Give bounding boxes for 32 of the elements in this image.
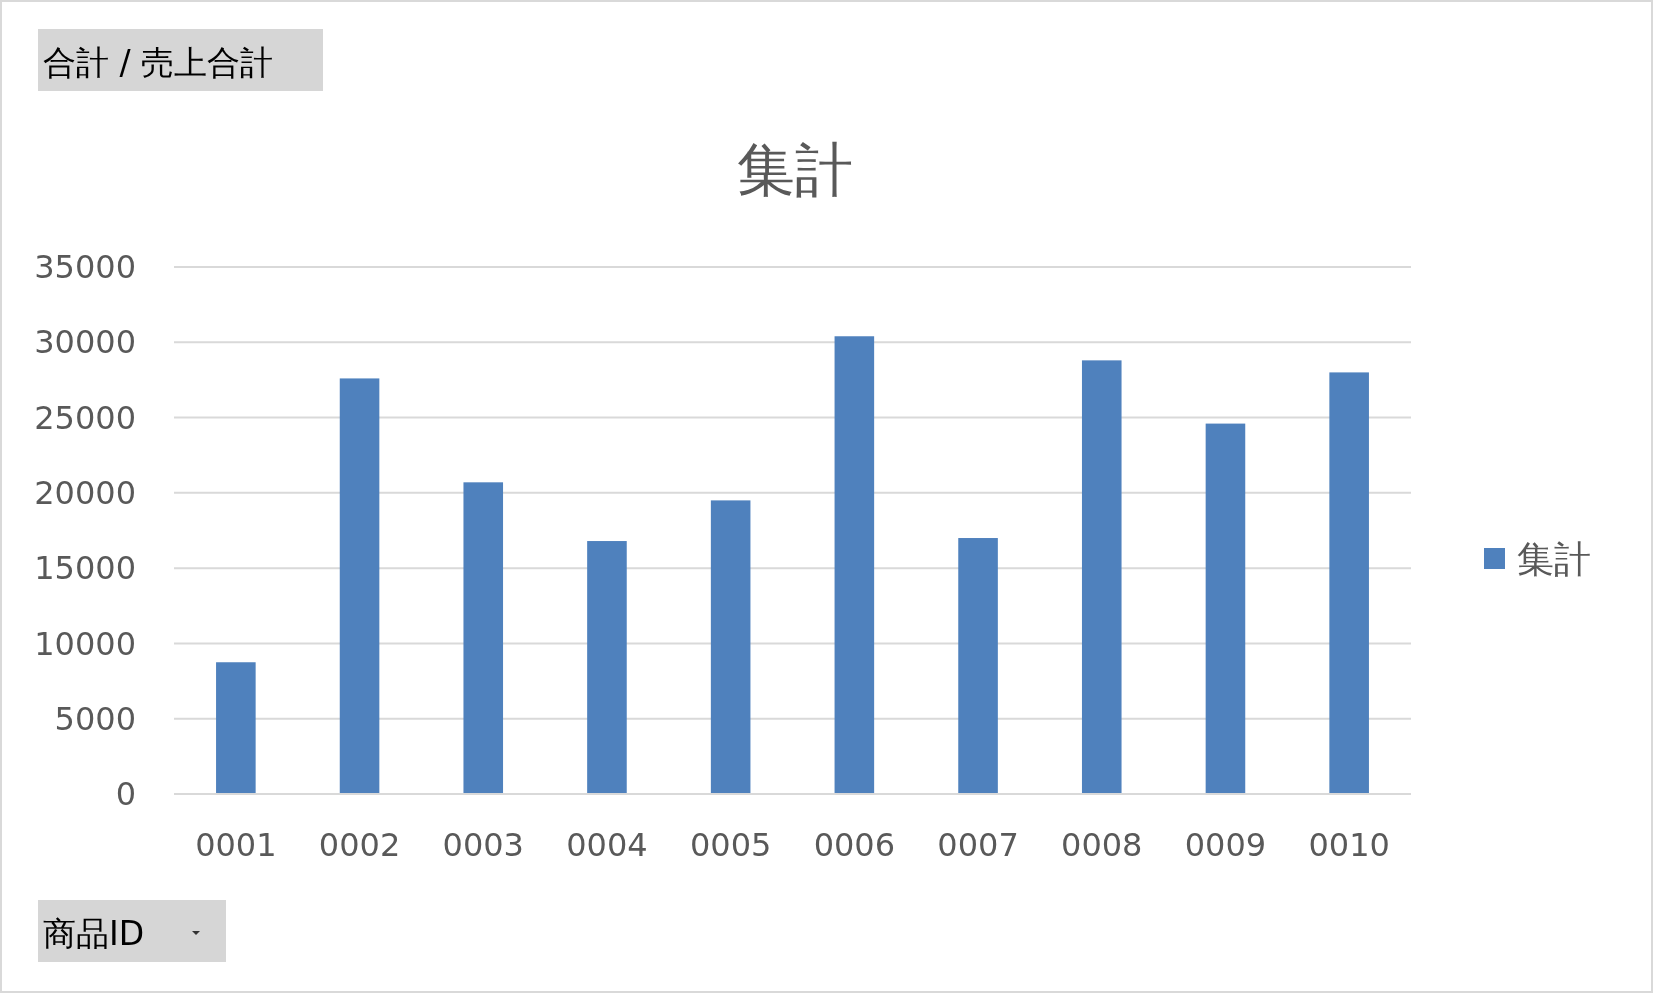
y-tick-label: 5000: [54, 699, 136, 738]
y-tick-label: 15000: [34, 549, 136, 588]
y-tick-label: 20000: [34, 474, 136, 513]
x-tick-label: 0008: [1061, 826, 1143, 864]
x-tick-label: 0006: [813, 826, 896, 864]
x-tick-label: 0003: [442, 826, 524, 864]
bar: [1205, 423, 1246, 794]
x-tick-label: 0002: [318, 826, 401, 864]
chart-title: 集計: [736, 136, 853, 204]
x-tick-label: 0010: [1308, 826, 1390, 864]
x-tick-label: 0009: [1184, 826, 1267, 864]
bar: [1329, 372, 1369, 794]
x-tick-label: 0001: [195, 826, 277, 864]
x-tick-label: 0005: [689, 826, 772, 864]
y-tick-label: 10000: [34, 624, 136, 663]
x-axis-title: 商品ID: [43, 914, 145, 953]
x-tick-label: 0007: [937, 826, 1019, 864]
text: 合計 / 売上合計: [43, 43, 274, 82]
y-tick-label: 0: [115, 775, 136, 814]
bar: [216, 662, 256, 794]
bar: [463, 482, 504, 794]
bar: [834, 336, 875, 794]
bar: [587, 541, 627, 794]
bar: [958, 538, 998, 794]
bar: [339, 378, 380, 794]
y-tick-label: 25000: [34, 398, 136, 437]
bar: [1081, 360, 1122, 794]
legend-label: 集計: [1517, 537, 1591, 581]
x-tick-label: 0004: [566, 826, 648, 864]
y-tick-label: 35000: [34, 248, 136, 287]
bar: [710, 500, 751, 794]
y-tick-label: 30000: [34, 323, 136, 362]
